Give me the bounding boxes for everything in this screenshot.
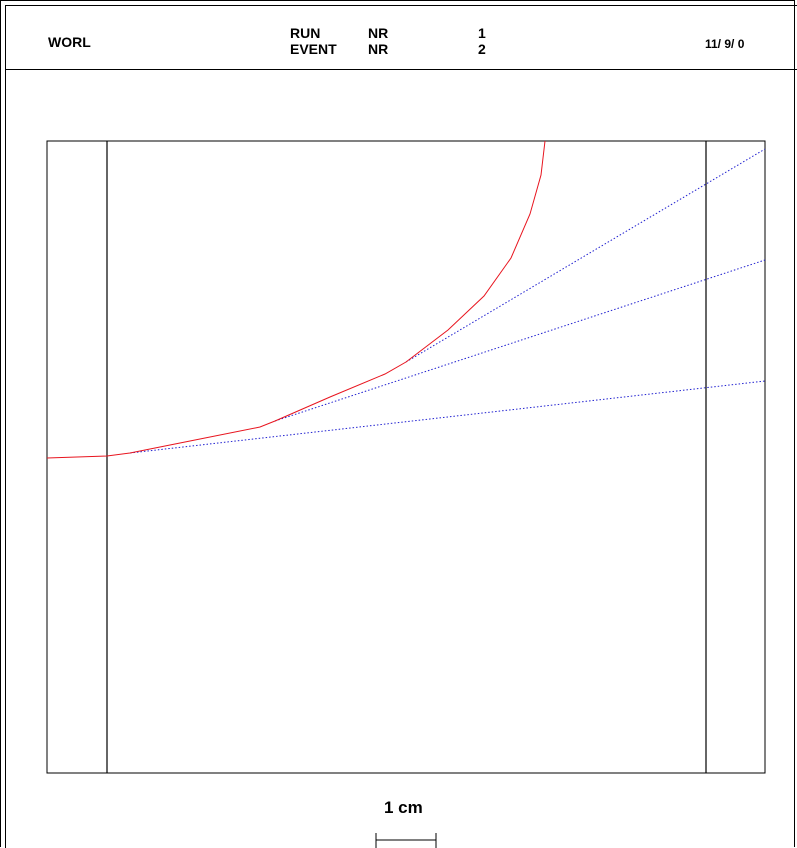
event-nr-label: NR [368, 41, 389, 57]
charged-track [46, 140, 546, 459]
detector-name: WORL [48, 34, 91, 50]
event-number: 2 [478, 41, 486, 57]
neutral-track-2 [274, 259, 766, 422]
scale-bar-label: 1 cm [384, 798, 423, 817]
run-number: 1 [478, 25, 486, 41]
event-label: EVENT [290, 41, 337, 57]
scale-bar [375, 833, 437, 848]
event-date: 11/ 9/ 0 [705, 37, 745, 51]
neutral-track-3 [405, 148, 766, 363]
header-divider [5, 69, 797, 70]
neutral-tracks [129, 148, 766, 454]
run-nr-label: NR [368, 25, 389, 41]
neutral-track-1 [129, 380, 766, 454]
world-volume [46, 140, 766, 774]
inner-frame [5, 5, 797, 848]
run-label: RUN [290, 25, 321, 41]
